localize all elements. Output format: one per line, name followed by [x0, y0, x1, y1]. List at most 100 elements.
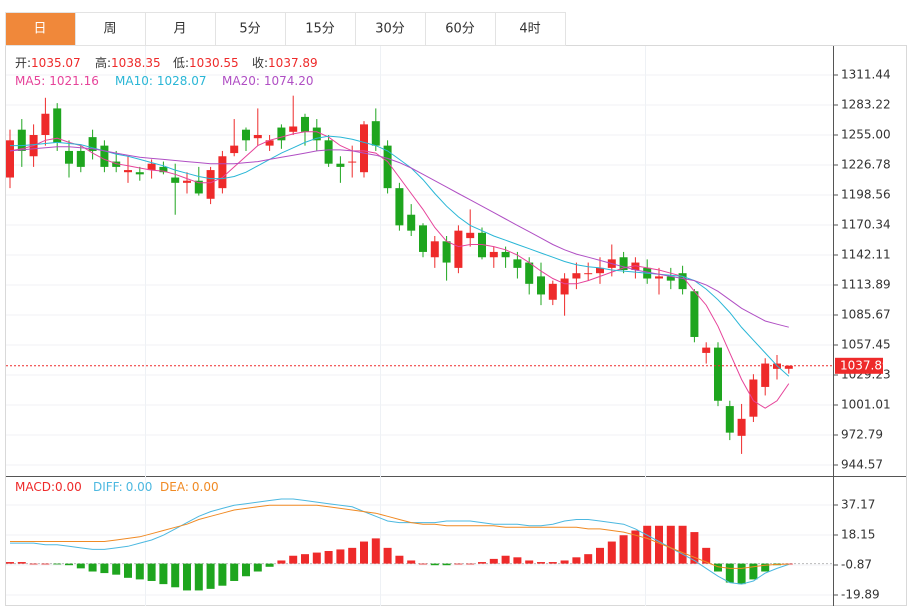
candle-body [371, 121, 380, 146]
candle-body [395, 188, 404, 226]
tab-label[interactable]: 周 [103, 22, 116, 37]
macd-bar [678, 525, 687, 564]
macd-bar [383, 547, 392, 564]
last-price-label: 1037.89 [840, 358, 890, 372]
candle-body [466, 232, 475, 239]
candle-body [690, 291, 699, 337]
tab[interactable] [285, 12, 356, 46]
candle-body [714, 347, 722, 401]
macd-bar [725, 563, 734, 583]
macd-bar [501, 555, 510, 564]
candle-body [360, 124, 368, 173]
macd-line [10, 498, 789, 585]
candle-body [489, 251, 498, 258]
candle-body [513, 259, 522, 268]
macd-bar [631, 530, 640, 564]
candle-body [560, 278, 569, 295]
tab-label[interactable]: 4时 [519, 22, 540, 37]
macd-bar [242, 563, 250, 577]
macd-bar [442, 563, 451, 566]
macd-bar [194, 563, 203, 591]
candle-body [655, 276, 663, 279]
macd-bar [690, 532, 699, 564]
candle-body [76, 150, 85, 167]
ma-line [9, 146, 789, 328]
macd-bar [607, 541, 616, 564]
y-tick-label: 1255.00 [841, 127, 891, 141]
candle-body [65, 150, 73, 164]
legend-name: MACD: [15, 480, 55, 494]
tab[interactable] [495, 12, 566, 46]
macd-bar [135, 563, 144, 580]
tab-label[interactable]: 5分 [239, 22, 260, 37]
info-value: 1030.55 [189, 56, 239, 70]
tab[interactable] [355, 12, 426, 46]
macd-bar [560, 560, 569, 564]
candle-body [702, 347, 711, 353]
macd-bar [761, 563, 770, 572]
y-tick-label: -19.89 [841, 587, 880, 601]
candle-body [749, 379, 758, 417]
legend-value: 0.00 [126, 480, 153, 494]
info-item: 收:1037.89 [252, 56, 318, 70]
macd-bar [324, 551, 333, 564]
macd-bar [596, 547, 604, 564]
y-tick-label: 972.79 [841, 427, 883, 441]
candle-body [159, 166, 168, 173]
legend-name: MA20: [222, 74, 260, 88]
candle-body [112, 161, 121, 167]
tab[interactable] [5, 12, 76, 46]
legend-item: DEA: 0.00 [160, 480, 219, 494]
y-tick-label: 1311.44 [841, 68, 891, 82]
candle-body [324, 140, 333, 164]
info-item: 开:1035.07 [15, 56, 81, 70]
candle-body [301, 116, 309, 132]
macd-bar [29, 563, 38, 565]
candle-body [336, 163, 345, 167]
candle-body [383, 145, 392, 189]
tab[interactable] [425, 12, 496, 46]
candle-body [230, 145, 239, 154]
y-tick-label: 1226.78 [841, 157, 891, 171]
ma-line [9, 131, 790, 409]
tab-label[interactable]: 60分 [445, 22, 475, 37]
info-label: 低: [173, 56, 189, 70]
y-tick-label: 37.17 [841, 498, 875, 512]
y-tick-label: 1085.67 [841, 308, 891, 322]
candle-body [88, 137, 97, 151]
macd-bar [253, 563, 262, 572]
macd-bar [17, 562, 26, 564]
macd-line [10, 504, 789, 569]
tab[interactable] [145, 12, 216, 46]
legend-value: 0.00 [192, 480, 219, 494]
macd-bar [348, 547, 357, 564]
tab-label[interactable]: 30分 [375, 22, 405, 37]
macd-bar [737, 563, 746, 585]
tab-label[interactable]: 日 [33, 22, 46, 37]
candle-body [6, 140, 14, 178]
candle-body [572, 273, 581, 279]
macd-bar [65, 563, 73, 566]
info-value: 1038.35 [111, 56, 161, 70]
macd-bar [76, 563, 85, 569]
macd-bar [360, 541, 368, 564]
legend-value: 1021.16 [49, 74, 99, 88]
macd-bar [395, 555, 404, 564]
legend-value: 1074.20 [264, 74, 314, 88]
y-tick-label: 1113.89 [841, 278, 891, 292]
candle-body [419, 225, 427, 252]
candle-body [478, 232, 486, 258]
macd-bar [572, 557, 581, 564]
candle-body [218, 156, 227, 189]
candle-body [41, 113, 50, 135]
macd-bar [371, 538, 380, 564]
tab-label[interactable]: 月 [173, 22, 186, 37]
candle-body [501, 251, 510, 258]
tab[interactable] [75, 12, 146, 46]
macd-bar [784, 563, 793, 565]
candle-body [348, 161, 357, 163]
candle-body [135, 172, 144, 175]
macd-bar [419, 563, 427, 565]
tab-label[interactable]: 15分 [305, 22, 335, 37]
